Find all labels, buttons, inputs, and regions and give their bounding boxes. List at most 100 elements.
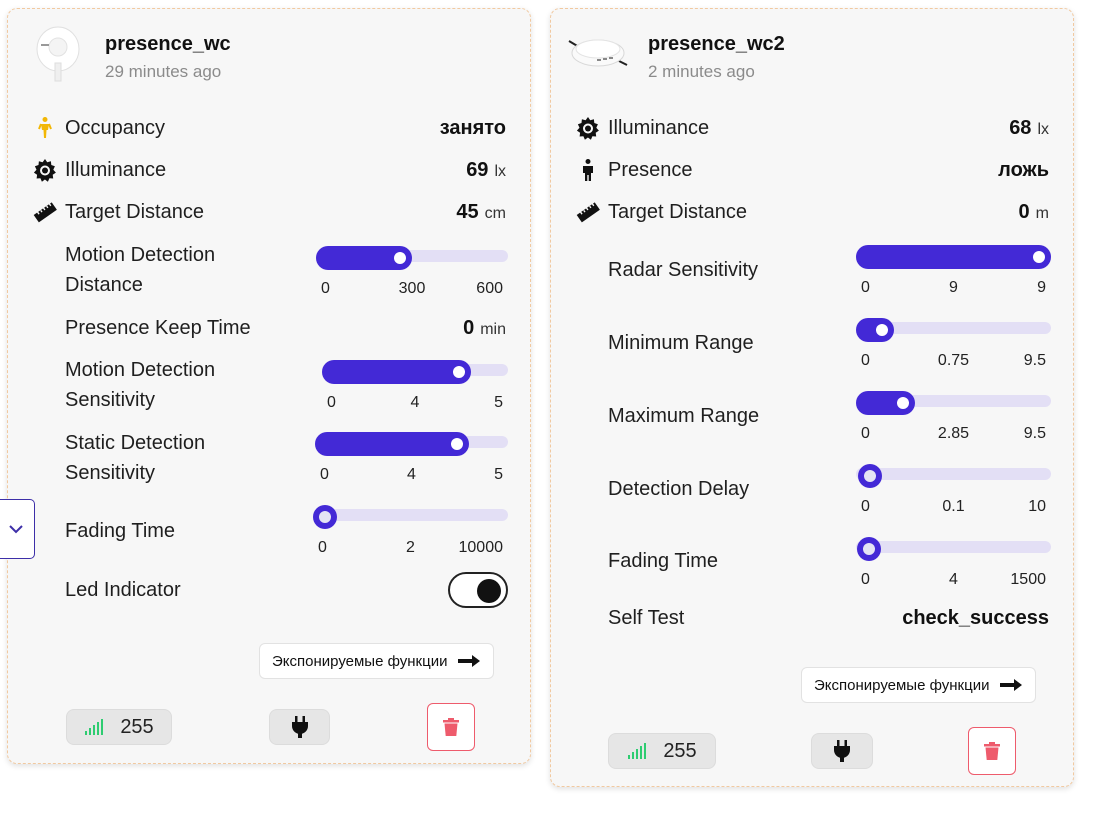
slider-track[interactable] <box>856 541 1051 553</box>
slider-min: 0 <box>861 425 870 442</box>
exposed-functions-label: Экспонируемые функции <box>814 676 990 694</box>
stat-value: 45 cm <box>456 201 506 223</box>
plug-icon <box>834 740 850 762</box>
slider-fading-time[interactable]: 0 4 1500 <box>856 537 1051 597</box>
slider-motion-detection-sensitivity[interactable]: 0 4 5 <box>322 360 508 420</box>
slider-value: 9 <box>949 279 958 296</box>
device-name[interactable]: presence_wc2 <box>648 33 785 55</box>
slider-label-fading-time: Fading Time <box>608 550 719 572</box>
device-image-sensor-flat <box>568 39 628 67</box>
slider-value: 300 <box>398 280 426 297</box>
device-card-presence-wc2: presence_wc2 2 minutes ago Illuminance 6… <box>550 8 1074 787</box>
slider-label-motion-detection-sensitivity: Motion Detection Sensitivity <box>65 359 216 411</box>
stat-label: Target Distance <box>608 201 747 223</box>
slider-thumb[interactable] <box>857 537 881 561</box>
slider-value: 4 <box>410 394 420 411</box>
slider-motion-detection-distance[interactable]: 0 300 600 <box>316 246 508 306</box>
trash-icon <box>443 718 459 736</box>
slider-detection-delay[interactable]: 0 0.1 10 <box>856 464 1051 524</box>
exposed-functions-label: Экспонируемые функции <box>272 652 448 670</box>
slider-thumb[interactable] <box>858 464 882 488</box>
link-quality-value: 255 <box>120 715 154 738</box>
slider-radar-sensitivity[interactable]: 0 9 9 <box>856 245 1051 305</box>
stat-label: Illuminance <box>608 117 710 139</box>
device-name[interactable]: presence_wc <box>105 33 231 55</box>
trash-icon <box>984 742 1000 760</box>
slider-min: 0 <box>318 539 327 556</box>
slider-track[interactable] <box>313 509 508 521</box>
slider-thumb[interactable] <box>453 366 465 378</box>
delete-device-button[interactable] <box>968 727 1016 775</box>
slider-max: 5 <box>494 466 503 483</box>
stat-label: Target Distance <box>65 201 204 223</box>
slider-maximum-range[interactable]: 0 2.85 9.5 <box>856 391 1051 451</box>
last-seen-time: 2 minutes ago <box>648 62 755 81</box>
slider-minimum-range[interactable]: 0 0.75 9.5 <box>856 318 1051 378</box>
slider-thumb[interactable] <box>451 438 463 450</box>
slider-label-detection-delay: Detection Delay <box>608 478 750 500</box>
expand-side-panel-button[interactable] <box>0 499 35 559</box>
arrow-right-icon <box>458 655 481 667</box>
sun-gear-icon <box>576 117 599 140</box>
stat-row-occupancy: Occupancy занято <box>8 113 530 143</box>
arrow-right-icon <box>1000 679 1023 691</box>
signal-strength-icon <box>85 719 104 735</box>
slider-thumb[interactable] <box>394 252 406 264</box>
chevron-down-icon <box>9 525 23 534</box>
stat-value: 68 lx <box>1009 117 1049 139</box>
slider-fill <box>856 245 1051 269</box>
slider-label-maximum-range: Maximum Range <box>608 405 760 427</box>
setting-value: 0 min <box>463 317 506 339</box>
plug-icon <box>291 716 308 738</box>
power-source-badge[interactable] <box>811 733 873 769</box>
slider-thumb[interactable] <box>313 505 337 529</box>
slider-fading-time[interactable]: 0 2 10000 <box>313 505 508 565</box>
stat-row-illuminance: Illuminance 69 lx <box>8 155 530 185</box>
slider-min: 0 <box>320 466 329 483</box>
slider-value: 2 <box>406 539 415 556</box>
exposed-functions-button[interactable]: Экспонируемые функции <box>259 643 495 679</box>
power-source-badge[interactable] <box>269 709 330 745</box>
slider-min: 0 <box>861 352 870 369</box>
delete-device-button[interactable] <box>427 703 475 751</box>
stat-value: занято <box>439 117 506 139</box>
slider-thumb[interactable] <box>1033 251 1045 263</box>
setting-value: check_success <box>902 607 1049 629</box>
slider-static-detection-sensitivity[interactable]: 0 4 5 <box>315 432 508 492</box>
slider-thumb[interactable] <box>897 397 909 409</box>
signal-strength-icon <box>628 743 647 759</box>
slider-label-motion-detection-distance: Motion Detection Distance <box>65 244 216 296</box>
slider-max: 9.5 <box>1023 352 1046 369</box>
last-seen-time: 29 minutes ago <box>105 62 222 81</box>
link-quality-badge[interactable]: 255 <box>608 733 716 769</box>
slider-thumb[interactable] <box>876 324 888 336</box>
stat-row-illuminance: Illuminance 68 lx <box>551 113 1073 143</box>
slider-track[interactable] <box>856 468 1051 480</box>
slider-min: 0 <box>327 394 336 411</box>
slider-max: 600 <box>476 280 503 297</box>
exposed-functions-button[interactable]: Экспонируемые функции <box>801 667 1037 703</box>
ruler-icon <box>576 202 600 223</box>
slider-label-radar-sensitivity: Radar Sensitivity <box>608 259 759 281</box>
slider-min: 0 <box>861 498 870 515</box>
row-presence-keep-time: Presence Keep Time 0 min <box>8 313 530 343</box>
slider-min: 0 <box>861 279 870 296</box>
setting-label: Presence Keep Time <box>65 317 251 339</box>
link-quality-badge[interactable]: 255 <box>66 709 172 745</box>
stat-value: 69 lx <box>466 159 506 181</box>
slider-track[interactable] <box>856 322 1051 334</box>
toggle-knob <box>477 579 501 603</box>
slider-value: 0.75 <box>937 352 970 369</box>
ruler-icon <box>33 202 57 223</box>
link-quality-value: 255 <box>663 739 697 762</box>
device-card-presence-wc: presence_wc 29 minutes ago Occupancy зан… <box>7 8 531 764</box>
slider-value: 4 <box>949 571 958 588</box>
person-standing-icon <box>583 159 593 181</box>
led-indicator-toggle[interactable] <box>448 572 508 608</box>
stat-row-presence: Presence ложь <box>551 155 1073 185</box>
slider-max: 10 <box>1028 498 1046 515</box>
slider-max: 10000 <box>458 539 504 556</box>
row-self-test: Self Test check_success <box>551 603 1073 633</box>
stat-row-target-distance: Target Distance 45 cm <box>8 197 530 227</box>
